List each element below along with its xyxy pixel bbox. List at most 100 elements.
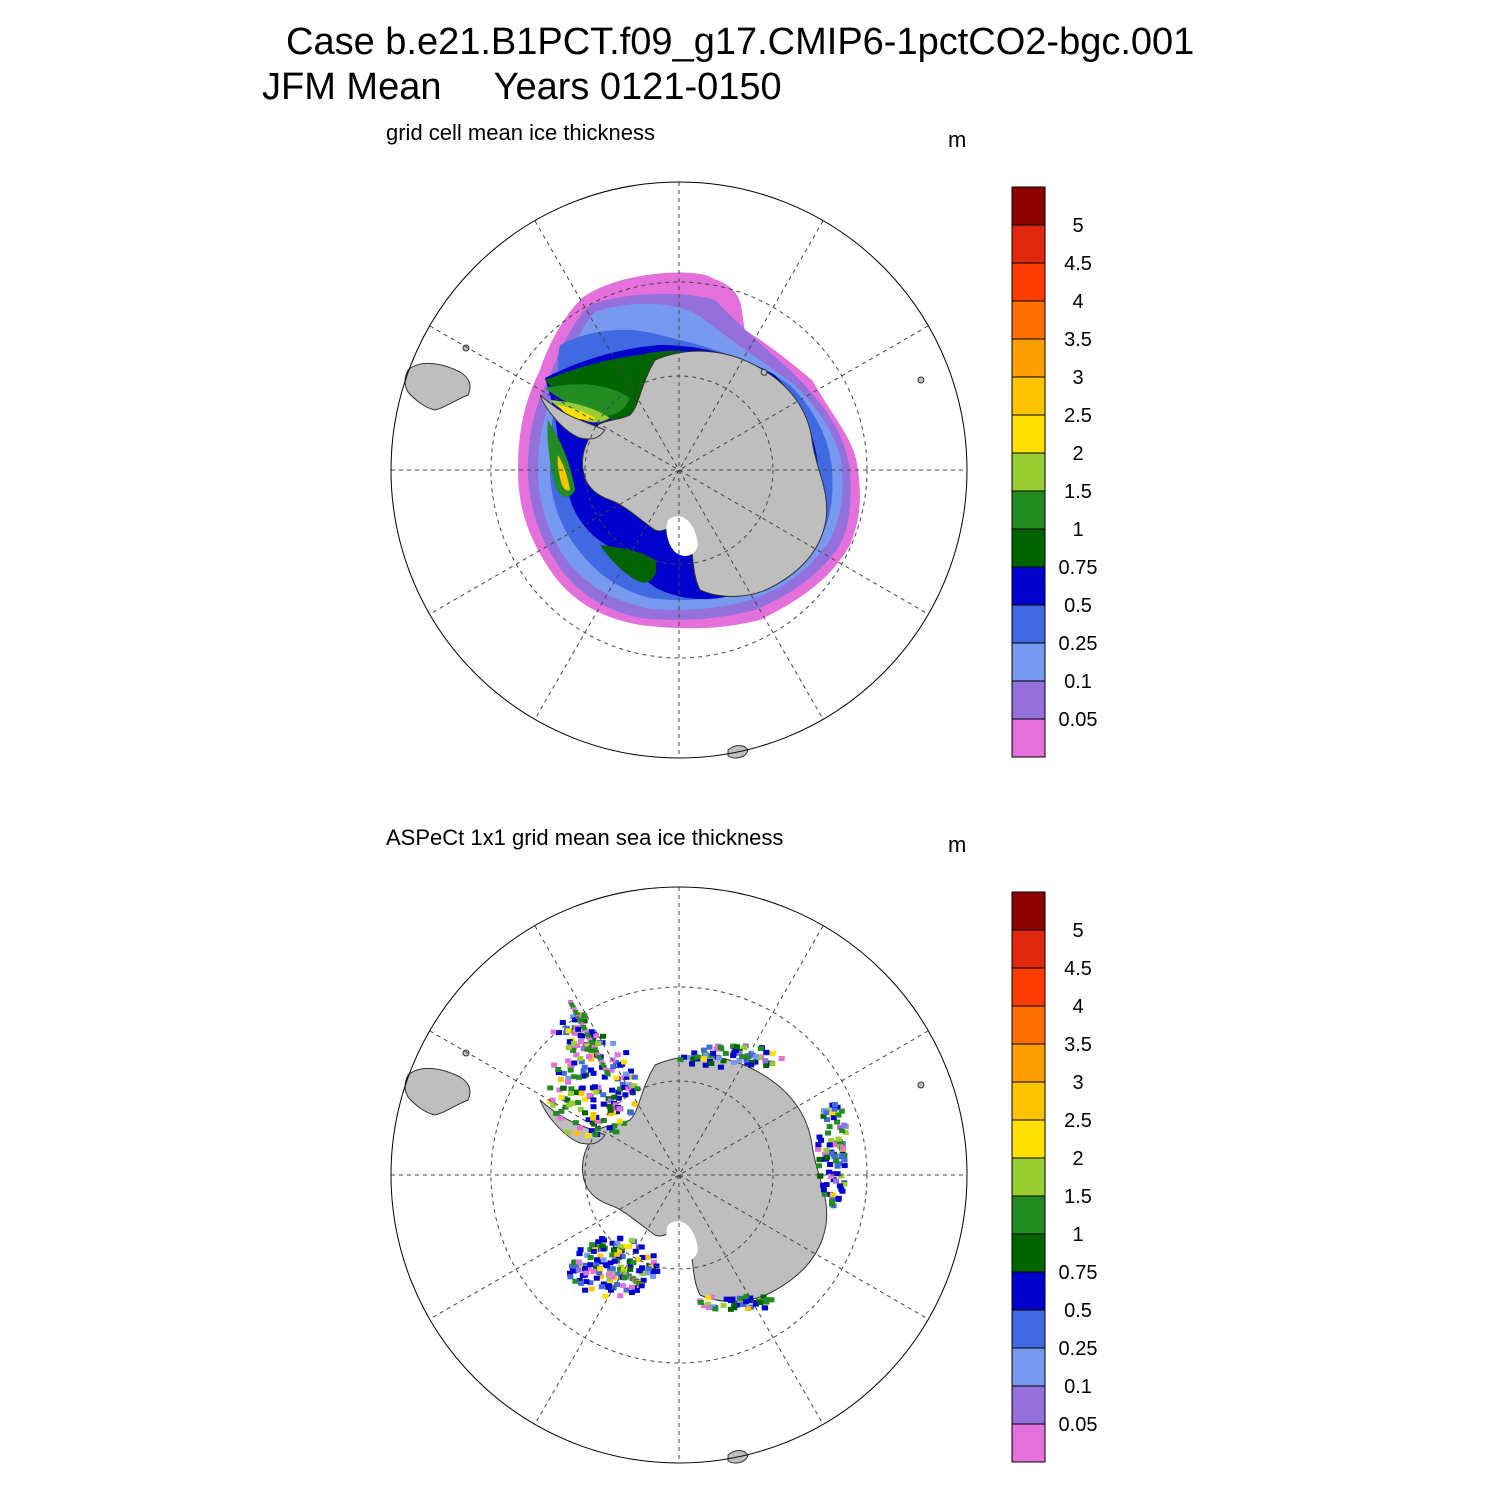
- observation-cell: [621, 1275, 628, 1281]
- observation-cell: [570, 1047, 577, 1053]
- colorbar-tick-label: 2.5: [1064, 1110, 1092, 1132]
- colorbar-tick-label: 0.75: [1059, 1262, 1098, 1284]
- colorbar-swatch: [1011, 891, 1046, 931]
- observation-cell: [694, 1054, 701, 1060]
- observation-cell: [577, 1247, 584, 1253]
- ice-2.5-band: [558, 405, 596, 420]
- observation-cell: [594, 1257, 600, 1263]
- observation-cell: [584, 1046, 591, 1052]
- observation-cell: [609, 1266, 616, 1272]
- observation-cell: [568, 1091, 574, 1096]
- observation-cell: [571, 1260, 578, 1266]
- observation-cell: [574, 1012, 580, 1017]
- observation-cell: [595, 1041, 602, 1047]
- observation-cell: [837, 1125, 844, 1131]
- observation-cell: [623, 1071, 629, 1077]
- observation-cell: [815, 1146, 822, 1152]
- observation-cell: [585, 1132, 591, 1138]
- observation-cell: [573, 1052, 580, 1058]
- colorbar-swatch: [1011, 1423, 1046, 1463]
- observation-cell: [628, 1284, 635, 1290]
- observation-cell: [727, 1306, 734, 1312]
- observation-cell: [567, 1067, 574, 1073]
- observation-cell: [632, 1248, 639, 1254]
- colorbar-swatch: [1011, 718, 1046, 758]
- observation-cell: [634, 1086, 641, 1092]
- observation-cell: [686, 1054, 693, 1060]
- observation-cell: [629, 1087, 636, 1093]
- observation-cell: [607, 1111, 614, 1117]
- observation-cell: [831, 1142, 838, 1148]
- observation-cell: [752, 1059, 759, 1065]
- observation-cell: [571, 1060, 578, 1066]
- observation-cell: [836, 1139, 843, 1145]
- ice-peninsula-west-thick: [557, 455, 570, 491]
- observation-cell: [573, 1010, 579, 1014]
- observation-cell: [745, 1306, 752, 1311]
- observation-cell: [569, 1263, 575, 1269]
- colorbar-tick-label: 3.5: [1064, 329, 1092, 351]
- observation-cell: [697, 1299, 704, 1305]
- observation-cell: [713, 1046, 720, 1052]
- observation-cell: [680, 1054, 687, 1060]
- colorbar-swatch: [1011, 300, 1046, 340]
- antarctic-peninsula: [539, 394, 606, 440]
- observation-cell: [829, 1111, 836, 1117]
- observation-cell: [615, 1095, 622, 1101]
- observation-cell: [565, 1045, 572, 1051]
- observation-cell: [612, 1102, 619, 1108]
- observation-cell: [620, 1269, 627, 1275]
- observation-cell: [575, 1026, 582, 1032]
- observation-cell: [593, 1033, 600, 1039]
- observation-cell: [569, 1014, 576, 1020]
- observation-cell: [597, 1057, 603, 1062]
- map-model: [390, 181, 968, 759]
- observation-cell: [593, 1262, 600, 1268]
- observation-cell: [839, 1128, 846, 1134]
- observation-cell: [590, 1268, 597, 1274]
- observation-cell: [574, 1043, 581, 1048]
- observation-cell: [607, 1098, 614, 1103]
- observation-cell: [836, 1183, 843, 1189]
- observation-cell: [573, 1131, 580, 1136]
- observation-cell: [820, 1113, 827, 1119]
- observation-cell: [564, 1097, 571, 1103]
- observation-cell: [748, 1304, 755, 1310]
- observation-cell: [654, 1268, 661, 1274]
- observation-cell: [838, 1173, 845, 1179]
- colorbar-swatch: [1011, 186, 1046, 226]
- observation-cell: [760, 1294, 767, 1300]
- observation-cell: [729, 1296, 736, 1302]
- observation-cell: [831, 1102, 838, 1107]
- observation-cell: [636, 1268, 643, 1274]
- observation-cell: [762, 1305, 769, 1311]
- observation-cell: [743, 1299, 749, 1305]
- observation-cell: [627, 1262, 634, 1268]
- observation-cell: [815, 1142, 822, 1148]
- observation-cell: [829, 1192, 836, 1198]
- island-marker: [917, 1081, 925, 1089]
- observation-cell: [747, 1298, 754, 1304]
- observation-cell: [826, 1124, 833, 1130]
- observation-cell: [578, 1086, 585, 1091]
- observation-cell: [582, 1096, 589, 1102]
- observation-cell: [582, 1266, 588, 1272]
- observation-cell: [581, 1064, 588, 1070]
- observation-cell: [816, 1163, 822, 1169]
- observation-cell: [586, 1054, 592, 1060]
- observation-cell: [639, 1271, 646, 1276]
- observation-cell: [768, 1297, 775, 1303]
- observation-cell: [575, 1259, 582, 1265]
- observation-cell: [588, 1128, 595, 1134]
- colorbar-swatch: [1011, 1347, 1046, 1387]
- observation-cell: [626, 1244, 633, 1249]
- observation-cell: [606, 1276, 613, 1282]
- colorbar-swatch: [1011, 1233, 1046, 1273]
- observation-cell: [609, 1128, 616, 1133]
- observation-cell: [558, 1108, 565, 1114]
- observation-cell: [705, 1295, 712, 1301]
- observation-cell: [839, 1188, 846, 1194]
- observation-cell: [614, 1251, 621, 1257]
- observation-cell: [825, 1130, 831, 1136]
- observation-cell: [677, 1057, 684, 1063]
